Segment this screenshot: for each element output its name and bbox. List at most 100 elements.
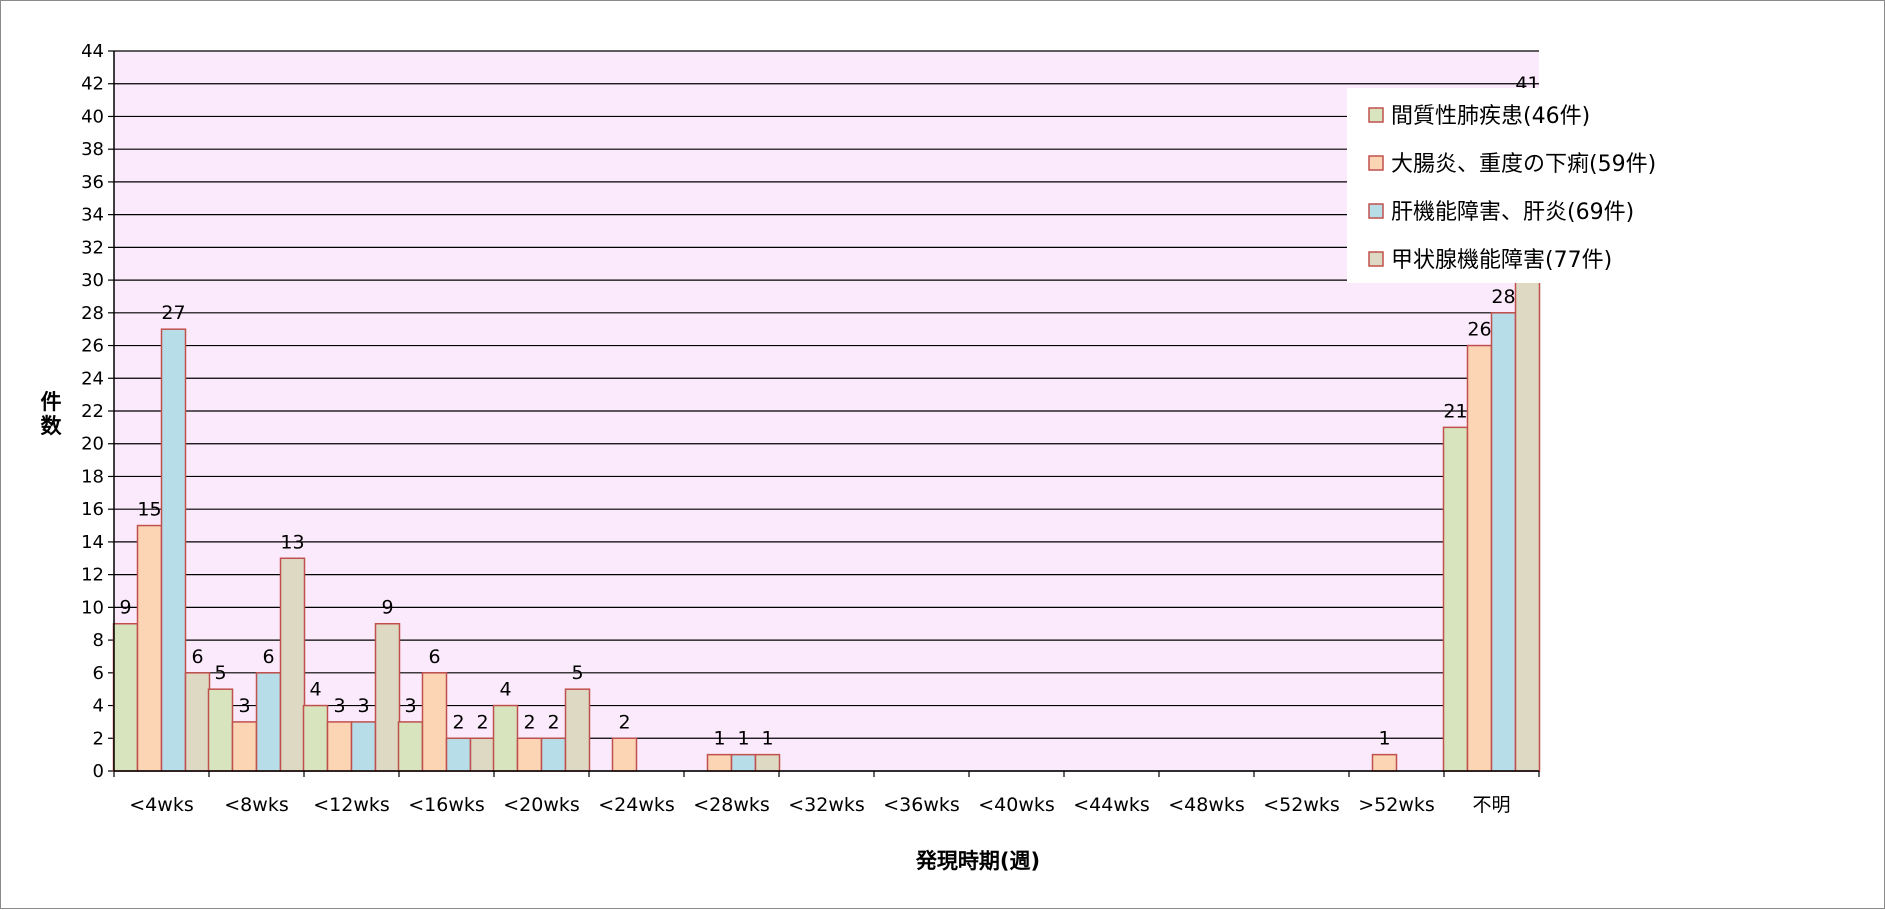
data-label: 1 xyxy=(761,728,773,750)
y-tick-label: 42 xyxy=(81,74,104,95)
x-axis-categories: <4wks <8wks <12wks <16wks <20wks <24wks <28wks… xyxy=(113,771,1540,816)
data-label: 6 xyxy=(262,646,274,668)
bar xyxy=(326,721,353,772)
x-category-label: <8wks xyxy=(224,794,288,816)
bar xyxy=(207,688,234,772)
data-label: 26 xyxy=(1467,319,1491,341)
legend-swatch xyxy=(1368,251,1384,267)
bar xyxy=(564,688,591,772)
bar xyxy=(231,721,258,772)
bar xyxy=(1490,312,1517,772)
bar xyxy=(516,737,543,772)
x-category-label: <32wks xyxy=(788,794,865,816)
bar xyxy=(136,524,163,772)
y-tick-label: 34 xyxy=(81,205,104,226)
y-tick-label: 8 xyxy=(93,630,104,651)
bar xyxy=(1371,753,1398,772)
bar xyxy=(1466,344,1493,772)
y-tick-label: 14 xyxy=(81,532,104,553)
data-label: 2 xyxy=(452,711,464,733)
legend-swatch xyxy=(1368,155,1384,171)
data-label: 1 xyxy=(737,728,749,750)
legend-swatch xyxy=(1368,107,1384,123)
data-label: 27 xyxy=(161,302,185,324)
x-category-label: <52wks xyxy=(1263,794,1340,816)
x-category-label: <44wks xyxy=(1073,794,1150,816)
data-label: 5 xyxy=(214,662,226,684)
data-label: 6 xyxy=(191,646,203,668)
y-tick-label: 12 xyxy=(81,565,104,586)
data-label: 15 xyxy=(137,499,161,521)
data-label: 28 xyxy=(1491,286,1515,308)
bar xyxy=(706,753,733,772)
bar xyxy=(255,672,282,772)
legend-entry: 間質性肺疾患(46件) xyxy=(1391,104,1590,129)
bar xyxy=(754,753,781,772)
data-label: 3 xyxy=(357,695,369,717)
y-tick-label: 28 xyxy=(81,303,104,324)
bar xyxy=(1442,426,1469,772)
y-axis-ticks: 0246810121416182022242628303234363840424… xyxy=(81,41,114,782)
legend-entry: 甲状腺機能障害(77件) xyxy=(1391,248,1612,273)
y-tick-label: 10 xyxy=(81,597,104,618)
data-label: 1 xyxy=(713,728,725,750)
y-tick-label: 24 xyxy=(81,368,104,389)
x-category-label: <28wks xyxy=(693,794,770,816)
x-category-label: <36wks xyxy=(883,794,960,816)
y-tick-label: 38 xyxy=(81,139,104,160)
bar xyxy=(112,622,139,772)
y-tick-label: 2 xyxy=(93,728,104,749)
bar xyxy=(469,737,496,772)
data-label: 6 xyxy=(428,646,440,668)
data-label: 13 xyxy=(280,531,304,553)
data-label: 2 xyxy=(476,711,488,733)
bar xyxy=(374,622,401,772)
y-tick-label: 44 xyxy=(81,41,104,62)
x-category-label: >52wks xyxy=(1358,794,1435,816)
legend-entry: 肝機能障害、肝炎(69件) xyxy=(1391,200,1634,225)
bar xyxy=(492,704,519,772)
x-category-label: <4wks xyxy=(129,794,193,816)
data-label: 2 xyxy=(523,711,535,733)
bar xyxy=(160,328,187,772)
y-axis-title: 件数 xyxy=(41,390,63,438)
legend-box xyxy=(1347,88,1707,283)
x-category-label: <12wks xyxy=(313,794,390,816)
data-label: 2 xyxy=(547,711,559,733)
gridlines xyxy=(114,50,1539,772)
bar xyxy=(611,737,638,772)
x-category-label: <40wks xyxy=(978,794,1055,816)
y-tick-label: 26 xyxy=(81,336,104,357)
bar xyxy=(730,753,757,772)
legend: 間質性肺疾患(46件) 大腸炎、重度の下痢(59件) 肝機能障害、肝炎(69件) 甲状… xyxy=(1347,88,1707,283)
y-tick-label: 20 xyxy=(81,434,104,455)
y-axis-title-char: 件 xyxy=(41,390,62,414)
bar xyxy=(540,737,567,772)
y-tick-label: 30 xyxy=(81,270,104,291)
y-tick-label: 16 xyxy=(81,499,104,520)
x-category-label: <24wks xyxy=(598,794,675,816)
data-label: 2 xyxy=(618,711,630,733)
bar xyxy=(421,672,448,772)
data-label: 9 xyxy=(119,597,131,619)
y-tick-label: 22 xyxy=(81,401,104,422)
y-tick-label: 18 xyxy=(81,466,104,487)
y-tick-label: 40 xyxy=(81,106,104,127)
x-axis-title: 発現時期(週) xyxy=(915,849,1040,873)
y-axis-title-char: 数 xyxy=(41,414,63,438)
bar xyxy=(397,721,424,772)
y-tick-label: 36 xyxy=(81,172,104,193)
bar xyxy=(445,737,472,772)
y-tick-label: 32 xyxy=(81,237,104,258)
data-label: 4 xyxy=(309,679,321,701)
x-category-label: <16wks xyxy=(408,794,485,816)
data-label: 3 xyxy=(404,695,416,717)
bar xyxy=(279,557,306,772)
data-label: 1 xyxy=(1378,728,1390,750)
x-category-label: <20wks xyxy=(503,794,580,816)
data-label: 21 xyxy=(1443,400,1467,422)
y-tick-label: 0 xyxy=(93,761,104,782)
